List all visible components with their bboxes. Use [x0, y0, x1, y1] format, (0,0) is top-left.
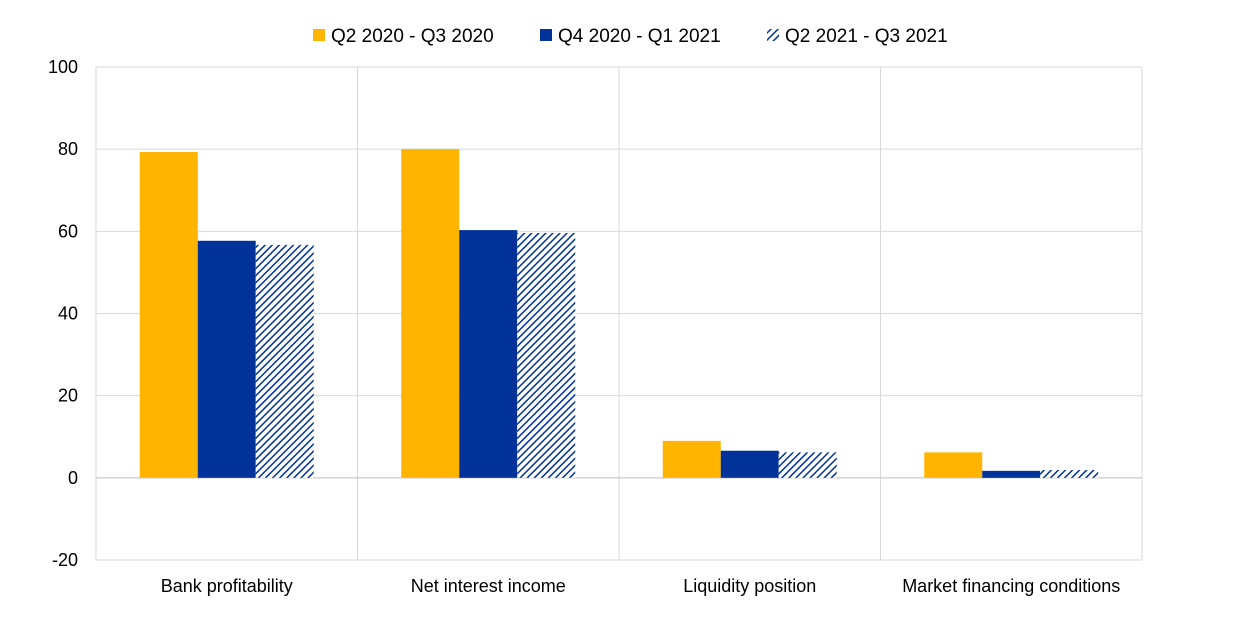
- y-tick-label: 0: [68, 468, 78, 488]
- legend-label: Q2 2021 - Q3 2021: [785, 26, 948, 47]
- legend-swatch: [540, 29, 552, 41]
- bar: [982, 470, 1041, 478]
- bar: [197, 240, 256, 478]
- legend: Q2 2020 - Q3 2020 Q4 2020 - Q1 2021 Q2 202…: [313, 26, 948, 47]
- legend-label: Q2 2020 - Q3 2020: [331, 26, 494, 47]
- x-axis: Bank profitability Net interest income Liq…: [161, 576, 1121, 596]
- legend-swatch: [313, 29, 325, 41]
- x-tick-label: Net interest income: [411, 576, 566, 596]
- x-tick-label: Bank profitability: [161, 576, 293, 596]
- bar: [459, 230, 518, 478]
- bar: [517, 232, 576, 478]
- bar: [401, 149, 460, 478]
- y-axis: -20 0 20 40 60 80 100: [48, 57, 78, 570]
- bar: [720, 450, 779, 478]
- y-tick-label: 60: [58, 221, 78, 241]
- bar: [1040, 470, 1099, 478]
- bar: [778, 452, 837, 478]
- y-tick-label: 100: [48, 57, 78, 77]
- bar: [255, 244, 314, 478]
- y-tick-label: 80: [58, 139, 78, 159]
- y-tick-label: 20: [58, 386, 78, 406]
- bar: [139, 152, 198, 478]
- legend-label: Q4 2020 - Q1 2021: [558, 26, 721, 47]
- legend-swatch: [767, 29, 779, 41]
- x-tick-label: Liquidity position: [683, 576, 816, 596]
- bars: [139, 149, 1099, 478]
- y-tick-label: 40: [58, 304, 78, 324]
- bar: [924, 452, 983, 478]
- bar: [662, 440, 721, 478]
- y-tick-label: -20: [52, 550, 78, 570]
- x-tick-label: Market financing conditions: [902, 576, 1120, 596]
